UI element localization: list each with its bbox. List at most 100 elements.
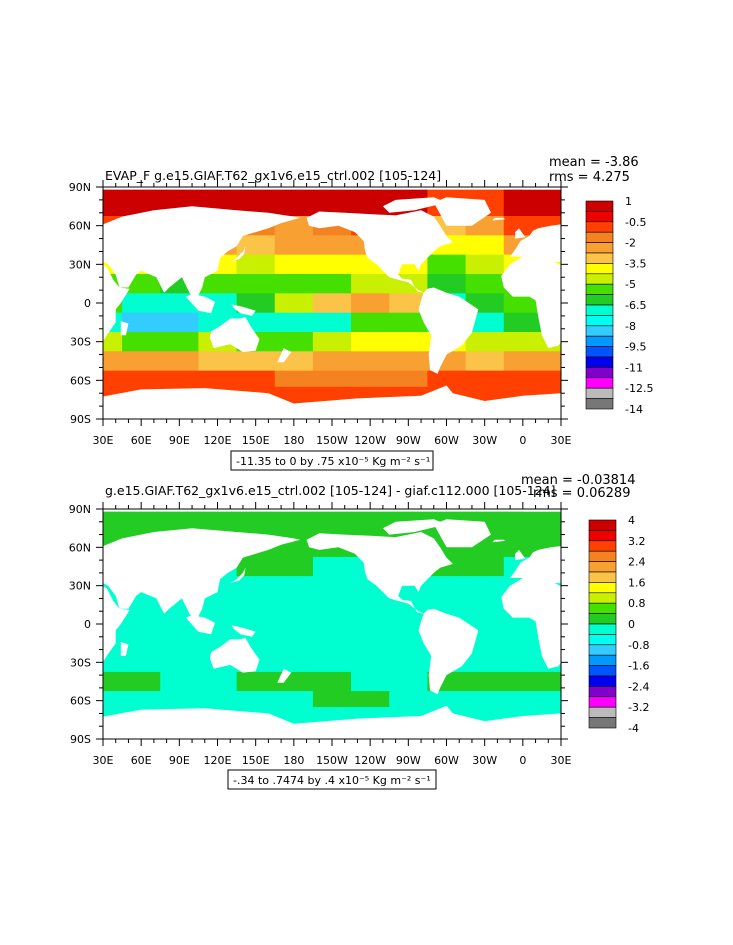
- panel-evap-contour-info: -11.35 to 0 by .75 x10⁻⁵ Kg m⁻² s⁻¹: [236, 455, 430, 468]
- field-cell: [122, 312, 161, 333]
- field-cell: [389, 370, 428, 388]
- colorbar-swatch: [585, 377, 614, 389]
- field-cell: [160, 633, 199, 654]
- land-polygon: [579, 642, 587, 656]
- land-polygon: [57, 550, 67, 560]
- land-polygon: [690, 625, 714, 637]
- panel-diff-rms: rms = 0.06289: [533, 486, 630, 501]
- panel-evap-title: EVAP_F g.e15.GIAF.T62_gx1v6.e15_ctrl.002…: [105, 168, 441, 183]
- field-cell: [503, 537, 543, 558]
- field-cell: [198, 370, 238, 388]
- y-tick-label: 0: [84, 297, 91, 310]
- land-polygon: [492, 217, 505, 221]
- field-cell: [541, 370, 561, 388]
- field-cell: [312, 332, 352, 352]
- x-tick-label: 30E: [93, 434, 114, 447]
- field-cell: [427, 254, 467, 275]
- panel-diff: g.e15.GIAF.T62_gx1v6.e15_ctrl.002 [105-1…: [57, 473, 714, 790]
- field-cell: [274, 633, 314, 654]
- colorbar-label: 3.2: [628, 535, 646, 548]
- field-cell: [389, 293, 428, 314]
- field-cell: [312, 556, 352, 577]
- field-cell: [312, 254, 352, 275]
- x-tick-label: 90E: [169, 754, 190, 767]
- colorbar-swatch: [585, 398, 614, 410]
- field-cell: [236, 576, 276, 596]
- x-tick-label: 30W: [472, 754, 497, 767]
- x-tick-label: 60W: [434, 434, 459, 447]
- panel-evap: EVAP_F g.e15.GIAF.T62_gx1v6.e15_ctrl.002…: [69, 155, 653, 471]
- field-cell: [236, 351, 276, 372]
- field-cell: [389, 652, 428, 673]
- field-cell: [312, 671, 352, 692]
- colorbar-swatch: [585, 387, 614, 399]
- y-tick-label: 90N: [69, 181, 91, 194]
- field-cell: [465, 576, 505, 596]
- land-polygon: [515, 549, 526, 561]
- colorbar-swatch: [585, 325, 614, 337]
- field-cell: [503, 509, 543, 539]
- land-polygon: [230, 246, 246, 262]
- field-cell: [312, 595, 352, 615]
- field-cell: [312, 576, 352, 596]
- colorbar-swatch: [588, 623, 617, 635]
- colorbar-label: -12.5: [625, 382, 653, 395]
- field-cell: [160, 351, 199, 372]
- y-tick-label: 60N: [69, 220, 91, 233]
- field-cell: [351, 312, 390, 333]
- colorbar-swatch: [588, 519, 617, 531]
- field-cell: [351, 187, 390, 217]
- field-cell: [198, 351, 238, 372]
- field-cell: [198, 691, 238, 708]
- y-tick-label: 30N: [69, 258, 91, 271]
- land-polygon: [522, 509, 561, 512]
- field-cell: [465, 595, 505, 615]
- land-polygon: [103, 206, 301, 301]
- land-polygon: [120, 641, 129, 656]
- y-tick-label: 0: [84, 618, 91, 631]
- land-polygon: [522, 396, 561, 419]
- colorbar-label: -8: [625, 320, 636, 333]
- colorbar-swatch: [588, 706, 617, 718]
- land-polygon: [277, 668, 292, 683]
- field-cell: [465, 235, 505, 256]
- field-cell: [122, 652, 161, 673]
- field-cell: [274, 332, 314, 352]
- field-cell: [122, 293, 161, 314]
- field-cell: [465, 652, 505, 673]
- colorbar-label: -6.5: [625, 299, 646, 312]
- field-cell: [465, 671, 505, 692]
- field-cell: [503, 652, 543, 673]
- field-cell: [198, 595, 238, 615]
- field-cell: [103, 652, 123, 673]
- field-cell: [351, 509, 390, 539]
- field-cell: [351, 633, 390, 654]
- colorbar-swatch: [588, 561, 617, 573]
- field-cell: [236, 595, 276, 615]
- colorbar-swatch: [585, 231, 614, 243]
- y-tick-label: 30N: [69, 580, 91, 593]
- land-polygon: [522, 187, 561, 190]
- land-polygon: [382, 519, 447, 535]
- field-cell: [465, 691, 505, 708]
- field-cell: [351, 614, 390, 635]
- panel-diff-contour-box: [227, 769, 437, 790]
- colorbar-label: -5: [625, 278, 636, 291]
- field-cell: [160, 671, 199, 692]
- field-cell: [465, 370, 505, 388]
- y-tick-label: 30S: [70, 656, 91, 669]
- land-polygon: [231, 304, 256, 316]
- field-cell: [236, 254, 276, 275]
- colorbar-label: -14: [625, 403, 643, 416]
- field-cell: [312, 274, 352, 294]
- field-cell: [312, 235, 352, 256]
- field-cell: [312, 614, 352, 635]
- field-cell: [122, 633, 161, 654]
- colorbar-label: 1: [625, 195, 632, 208]
- land-polygon: [522, 716, 561, 739]
- x-tick-label: 30E: [93, 754, 114, 767]
- x-tick-label: 0: [519, 434, 526, 447]
- land-polygon: [103, 264, 130, 342]
- colorbar-swatch: [585, 315, 614, 327]
- field-cell: [351, 370, 390, 388]
